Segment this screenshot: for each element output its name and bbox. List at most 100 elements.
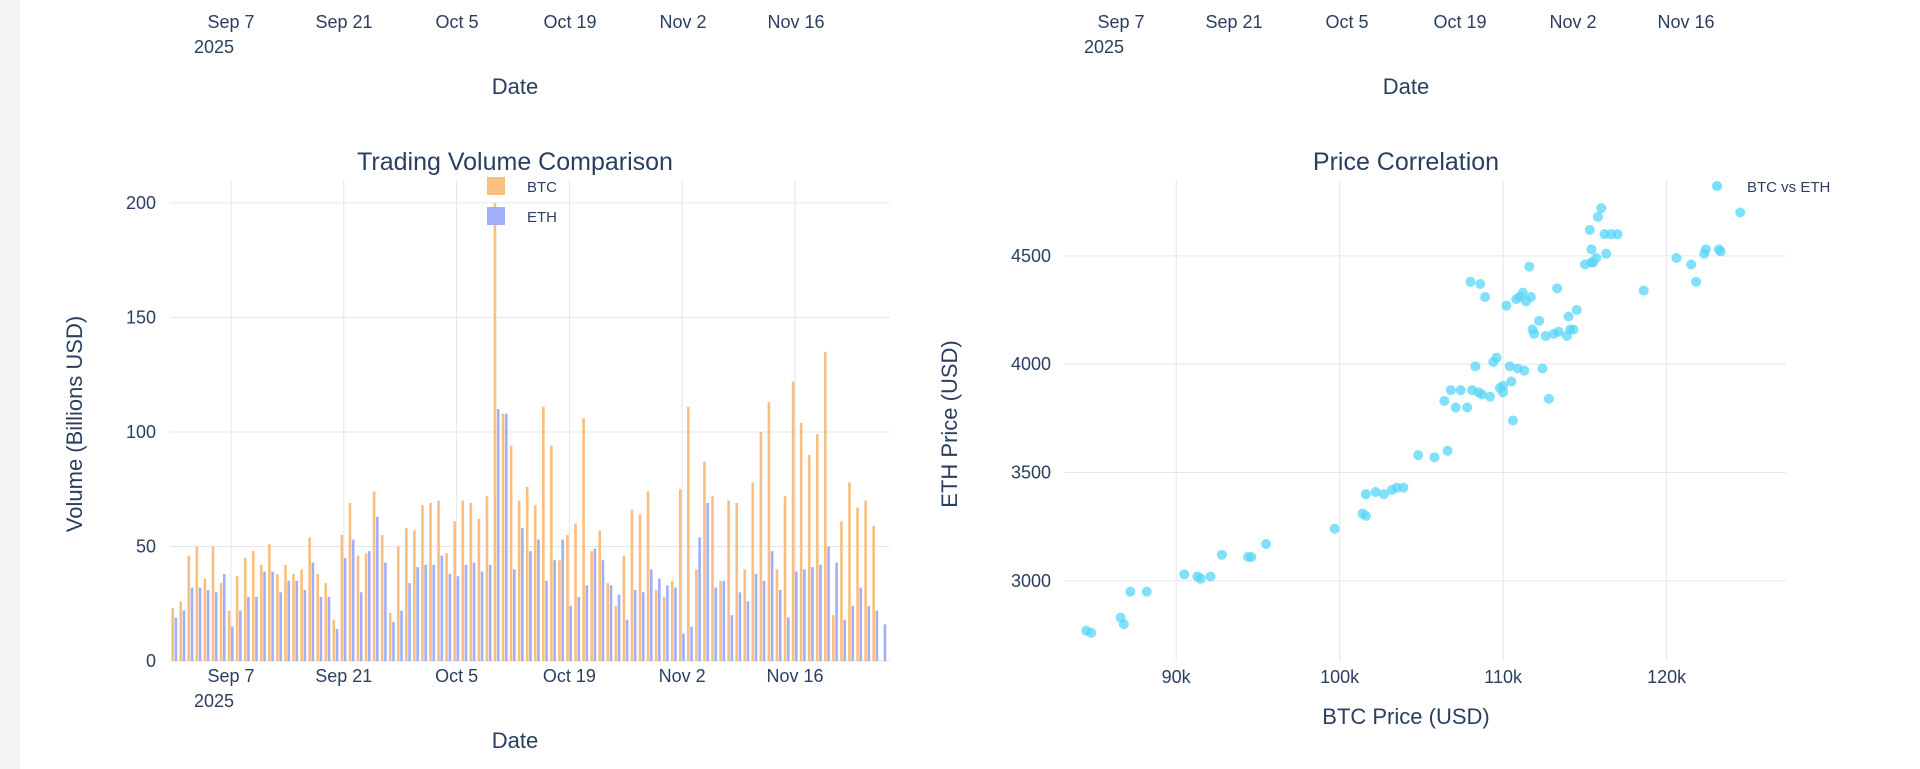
correlation-point	[1571, 305, 1582, 315]
correlation-point	[1445, 385, 1456, 396]
volume-bar-eth	[674, 587, 677, 661]
volume-bar-eth	[239, 610, 242, 661]
volume-bar-btc	[646, 491, 650, 661]
volume-bar-btc	[856, 507, 859, 661]
volume-bar-eth	[440, 555, 444, 661]
volume-bar-eth	[883, 624, 887, 661]
correlation-point	[1491, 352, 1502, 363]
volume-bar-btc	[421, 505, 424, 661]
volume-bar-eth	[851, 606, 855, 661]
volume-bar-eth	[762, 580, 766, 661]
volume-x-tick-label: Oct 5	[435, 666, 478, 686]
correlation-point	[1329, 523, 1340, 534]
volume-bar-eth	[682, 633, 685, 661]
volume-bar-eth	[206, 590, 210, 661]
correlation-point	[1442, 445, 1453, 456]
volume-bar-btc	[751, 482, 755, 661]
volume-bar-btc	[243, 557, 247, 661]
volume-y-tick-label: 150	[126, 307, 156, 327]
legend-swatch-eth	[487, 207, 505, 225]
correlation-point	[1118, 619, 1129, 630]
correlation-point	[1591, 253, 1602, 263]
volume-x-tick-label: Sep 7	[207, 666, 254, 686]
volume-bar-eth	[545, 580, 548, 661]
volume-bar-btc	[582, 418, 585, 661]
figure-root: Sep 7 Sep 21 Oct 5 Oct 19 Nov 2 Nov 16 2025 D…	[62, 12, 1830, 753]
volume-bar-eth	[513, 569, 516, 661]
volume-bar-btc	[727, 500, 730, 661]
correlation-point	[1671, 253, 1682, 263]
volume-bar-eth	[754, 573, 758, 661]
correlation-chart-legend[interactable]: BTC vs ETH	[1712, 179, 1830, 196]
volume-bar-eth	[649, 569, 653, 661]
correlation-point	[1360, 510, 1371, 521]
correlation-chart-points	[1081, 203, 1746, 638]
volume-bar-btc	[203, 578, 207, 661]
volume-bar-eth	[456, 576, 460, 661]
volume-bar-eth	[827, 546, 830, 661]
top-right-x-tick: Nov 16	[1657, 12, 1714, 32]
volume-bar-btc	[824, 351, 827, 661]
volume-bar-btc	[622, 555, 626, 661]
volume-bar-eth	[384, 562, 387, 661]
volume-y-tick-label: 100	[126, 422, 156, 442]
volume-bar-eth	[247, 596, 250, 661]
correlation-point	[1506, 376, 1517, 387]
correlation-point	[1552, 283, 1563, 294]
correlation-point	[1475, 279, 1486, 289]
top-left-x-tick: Oct 5	[435, 12, 478, 32]
volume-bar-eth	[488, 564, 492, 661]
volume-x-tick-label: Oct 19	[543, 666, 596, 686]
volume-bar-eth	[343, 557, 347, 661]
volume-bar-eth	[351, 539, 355, 661]
correlation-point	[1504, 361, 1515, 372]
volume-bar-btc	[292, 573, 295, 661]
volume-bar-eth	[561, 539, 564, 661]
volume-bar-eth	[367, 551, 371, 661]
volume-bar-btc	[832, 615, 835, 661]
volume-bar-eth	[335, 628, 339, 661]
correlation-chart-y-ticks: 3000 3500 4000 4500	[1011, 246, 1051, 591]
top-right-x-tick: Sep 7	[1097, 12, 1144, 32]
volume-bar-btc	[179, 601, 183, 661]
top-left-x-tick: Nov 16	[767, 12, 824, 32]
volume-bar-btc	[260, 564, 263, 661]
page-canvas: Sep 7 Sep 21 Oct 5 Oct 19 Nov 2 Nov 16 2025 D…	[20, 0, 1920, 769]
volume-bar-eth	[738, 592, 742, 661]
correlation-point	[1450, 402, 1461, 413]
top-left-x-tick: Nov 2	[659, 12, 706, 32]
volume-bar-eth	[271, 571, 274, 661]
volume-bar-eth	[424, 564, 427, 661]
volume-bar-eth	[231, 626, 234, 661]
correlation-point	[1700, 244, 1711, 255]
correlation-point	[1601, 248, 1612, 259]
volume-bar-btc	[678, 489, 682, 661]
volume-bar-btc	[380, 535, 384, 661]
volume-bar-btc	[509, 445, 513, 661]
volume-bar-btc	[211, 546, 215, 661]
correlation-point	[1476, 389, 1487, 400]
volume-bar-btc	[517, 500, 521, 661]
correlation-point	[1543, 393, 1554, 404]
volume-bar-btc	[791, 381, 795, 661]
volume-bar-btc	[251, 551, 255, 661]
top-right-x-tick: Sep 21	[1205, 12, 1262, 32]
correlation-point	[1691, 276, 1702, 287]
correlation-chart-gridlines	[1065, 180, 1786, 661]
volume-bar-eth	[521, 528, 524, 661]
volume-bar-eth	[263, 571, 266, 661]
volume-bar-btc	[340, 535, 344, 661]
volume-bar-btc	[815, 434, 819, 661]
volume-bar-eth	[577, 596, 581, 661]
volume-bar-btc	[364, 553, 368, 661]
correlation-x-tick-label: 90k	[1162, 667, 1192, 687]
legend-label-btc: BTC	[527, 179, 557, 196]
correlation-point	[1524, 261, 1535, 272]
volume-bar-eth	[416, 567, 419, 661]
volume-bar-btc	[396, 546, 400, 661]
volume-bar-eth	[875, 610, 879, 661]
volume-chart-legend[interactable]: BTC ETH	[487, 177, 557, 226]
volume-bar-btc	[308, 537, 311, 661]
volume-bar-eth	[795, 571, 798, 661]
correlation-point	[1592, 211, 1603, 222]
